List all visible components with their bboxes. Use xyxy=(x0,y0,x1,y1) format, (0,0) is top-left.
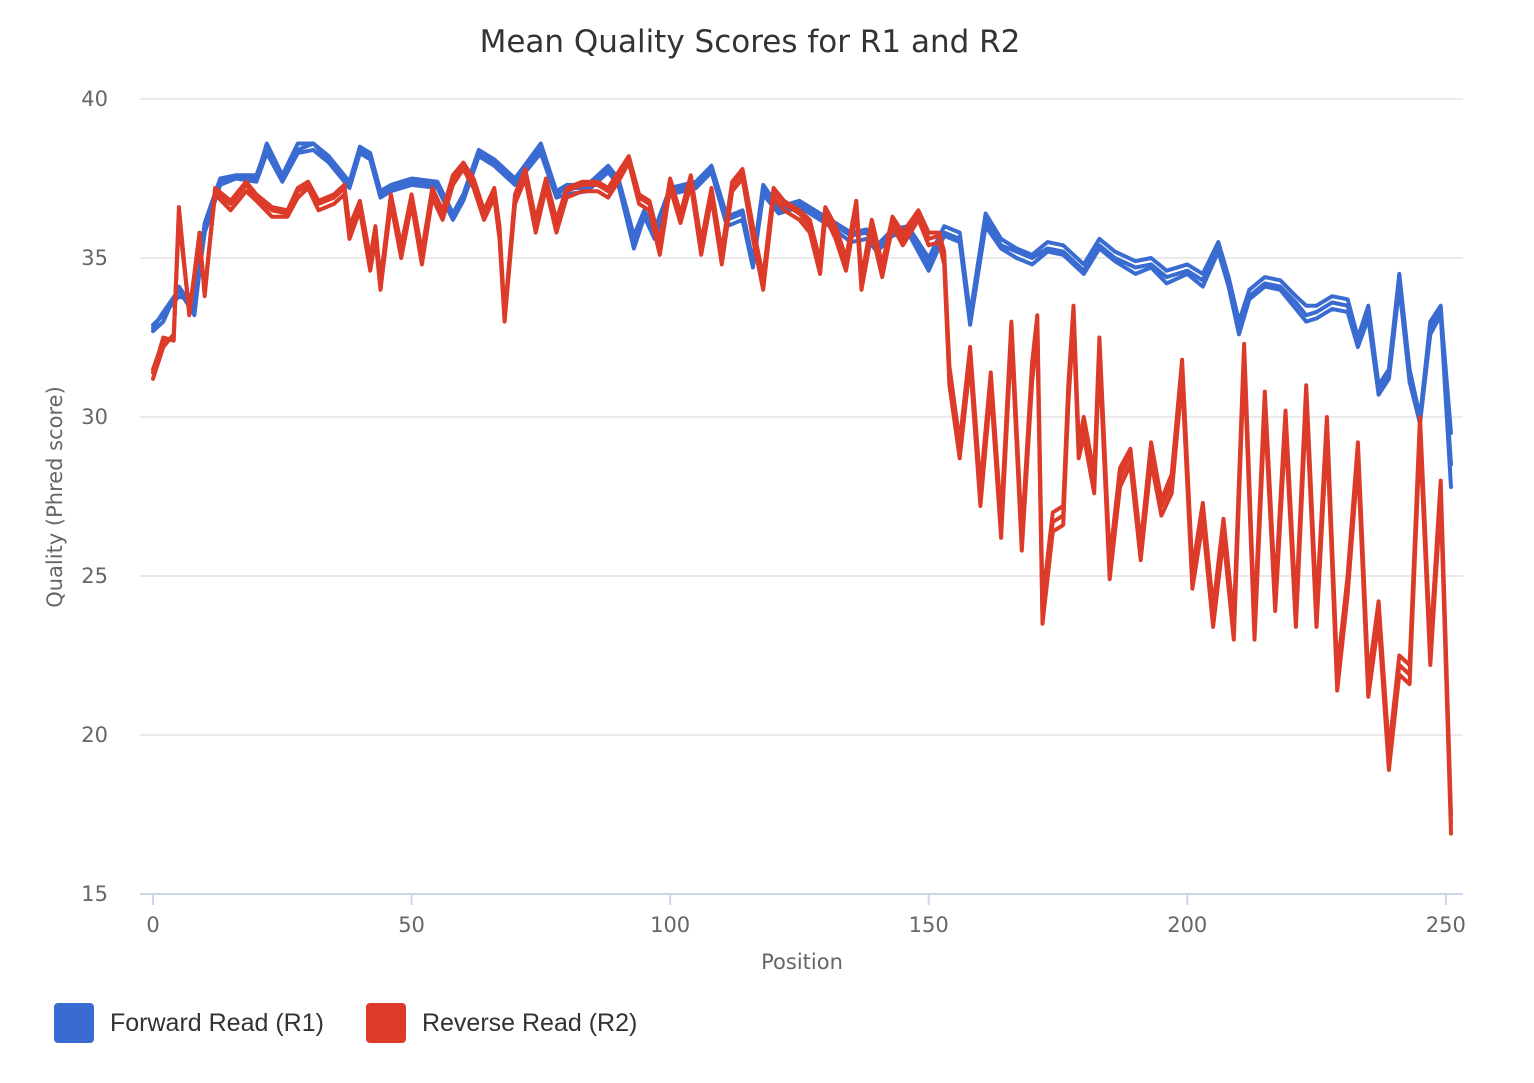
x-tick-label: 250 xyxy=(1426,913,1466,937)
x-axis-ticks: 0 50 100 150 200 250 xyxy=(146,894,1466,937)
series-lines xyxy=(151,141,1453,836)
chart-title: Mean Quality Scores for R1 and R2 xyxy=(480,24,1021,60)
y-axis-ticks: 15 20 25 30 35 40 xyxy=(81,87,108,906)
series-line-reverse-5 xyxy=(151,160,1453,836)
legend-label-forward: Forward Read (R1) xyxy=(110,1008,324,1037)
series-line-forward-1 xyxy=(151,141,1453,467)
legend: Forward Read (R1) Reverse Read (R2) xyxy=(54,1003,679,1043)
series-line-reverse-6 xyxy=(151,157,1453,826)
y-axis-title: Quality (Phred score) xyxy=(43,386,67,608)
x-tick-label: 50 xyxy=(398,913,425,937)
x-axis-title: Position xyxy=(761,950,843,974)
x-tick-label: 200 xyxy=(1167,913,1207,937)
y-tick-label: 15 xyxy=(81,882,108,906)
x-tick-label: 150 xyxy=(909,913,949,937)
y-tick-label: 25 xyxy=(81,564,108,588)
legend-item-reverse-read[interactable]: Reverse Read (R2) xyxy=(365,1003,638,1043)
y-tick-label: 30 xyxy=(81,405,108,429)
y-tick-label: 20 xyxy=(81,723,108,747)
y-tick-label: 35 xyxy=(81,246,108,270)
legend-swatch-reverse xyxy=(365,1003,406,1043)
legend-item-forward-read[interactable]: Forward Read (R1) xyxy=(54,1003,324,1043)
legend-label-reverse: Reverse Read (R2) xyxy=(421,1008,638,1037)
y-tick-label: 40 xyxy=(81,87,108,111)
legend-swatch-forward xyxy=(54,1003,94,1043)
x-tick-label: 100 xyxy=(650,913,690,937)
series-line-reverse-4 xyxy=(151,154,1453,817)
x-tick-label: 0 xyxy=(146,913,159,937)
grid-lines xyxy=(140,98,1463,736)
